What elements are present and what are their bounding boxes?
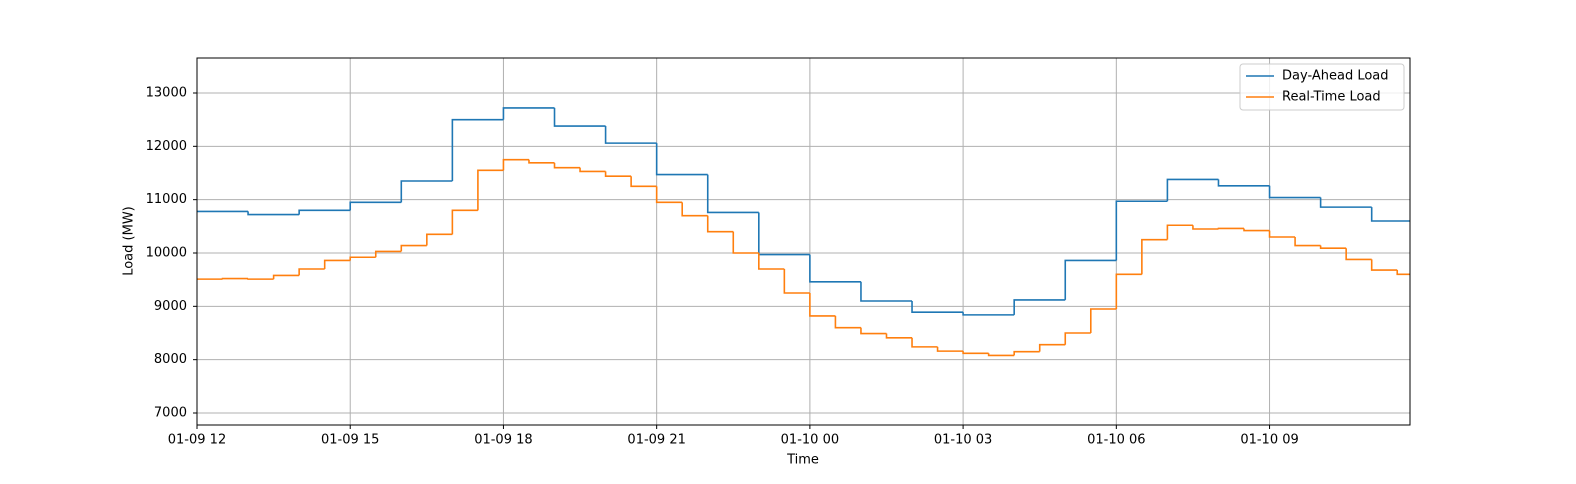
step-segment — [987, 353, 1015, 357]
step-segment — [834, 315, 861, 329]
step-segment — [936, 346, 964, 352]
step-segment — [528, 159, 555, 164]
x-tick-label: 01-10 09 — [1240, 433, 1298, 448]
step-segment — [655, 143, 708, 176]
step-segment — [1370, 207, 1410, 222]
step-segment — [298, 209, 351, 215]
step-segment — [221, 277, 249, 280]
y-tick-label: 11000 — [146, 192, 187, 207]
step-segment — [247, 278, 274, 280]
y-tick-label: 10000 — [146, 245, 187, 260]
step-segment — [860, 281, 913, 302]
step-segment — [1115, 273, 1142, 309]
step-segment — [553, 107, 606, 127]
step-segment — [1089, 308, 1117, 333]
step-segment — [1115, 200, 1168, 261]
step-segment — [349, 201, 402, 211]
y-tick-label: 9000 — [154, 299, 187, 314]
x-tick-label: 01-09 18 — [474, 433, 532, 448]
x-tick-label: 01-10 03 — [934, 433, 992, 448]
plot-frame — [196, 57, 1411, 426]
step-segment — [298, 268, 325, 276]
step-segment — [681, 202, 708, 217]
step-segment — [247, 211, 300, 216]
step-segment — [1319, 245, 1347, 249]
step-segment — [1064, 259, 1117, 300]
step-segment — [1013, 299, 1066, 315]
step-segment — [1345, 248, 1372, 261]
legend-box — [1239, 63, 1405, 111]
x-tick-label: 01-09 21 — [627, 433, 685, 448]
step-segment — [553, 162, 581, 169]
step-segment — [809, 292, 836, 317]
step-segment — [502, 107, 555, 120]
step-segment — [1038, 343, 1066, 352]
step-segment — [911, 300, 964, 313]
y-tick-label: 13000 — [146, 85, 187, 100]
step-segment — [1268, 230, 1296, 238]
step-segment — [1217, 179, 1270, 187]
step-segment — [451, 118, 504, 181]
step-segment — [783, 268, 810, 294]
step-segment — [630, 176, 657, 188]
y-tick-label: 7000 — [154, 405, 187, 420]
x-tick-label: 01-10 06 — [1087, 433, 1145, 448]
step-segment — [1013, 350, 1040, 356]
step-segment — [323, 259, 351, 269]
step-segment — [911, 337, 938, 348]
step-segment — [451, 209, 478, 235]
y-tick-label: 8000 — [154, 352, 187, 367]
step-segment — [885, 333, 913, 339]
step-segment — [579, 167, 606, 173]
step-segment — [1396, 270, 1410, 276]
step-segment — [349, 256, 376, 261]
step-segment — [1268, 185, 1321, 199]
step-segment — [1141, 238, 1168, 275]
x-axis-label: Time — [786, 453, 819, 468]
step-segment — [374, 250, 402, 258]
step-segment — [400, 180, 453, 203]
step-segment — [502, 158, 529, 171]
step-segment — [732, 231, 759, 254]
step-segment — [272, 274, 300, 280]
step-segment — [758, 252, 785, 270]
step-segment — [1217, 227, 1245, 230]
step-segment — [655, 186, 683, 204]
step-segment — [604, 126, 657, 144]
step-segment — [400, 244, 427, 252]
step-segment — [706, 215, 734, 233]
step-segment — [706, 174, 759, 214]
step-segment — [1192, 225, 1219, 230]
x-tick-label: 01-10 00 — [781, 433, 839, 448]
step-segment — [426, 233, 453, 246]
step-segment — [1166, 224, 1193, 240]
x-tick-label: 01-09 15 — [321, 433, 379, 448]
step-segment — [962, 312, 1015, 316]
y-tick-label: 12000 — [146, 139, 187, 154]
step-segment — [477, 169, 504, 211]
step-segment — [1243, 228, 1270, 232]
step-segment — [1370, 259, 1398, 271]
legend-label: Real-Time Load — [1282, 90, 1381, 105]
y-axis-label: Load (MW) — [122, 206, 137, 276]
legend-label: Day-Ahead Load — [1282, 69, 1389, 84]
step-segment — [1294, 236, 1321, 247]
step-segment — [1319, 197, 1372, 208]
step-segment — [962, 351, 989, 355]
step-segment — [604, 171, 632, 177]
step-segment — [1064, 332, 1091, 345]
step-segment — [1166, 178, 1219, 202]
x-tick-label: 01-09 12 — [168, 433, 226, 448]
step-segment — [860, 327, 887, 335]
step-segment — [809, 254, 861, 283]
